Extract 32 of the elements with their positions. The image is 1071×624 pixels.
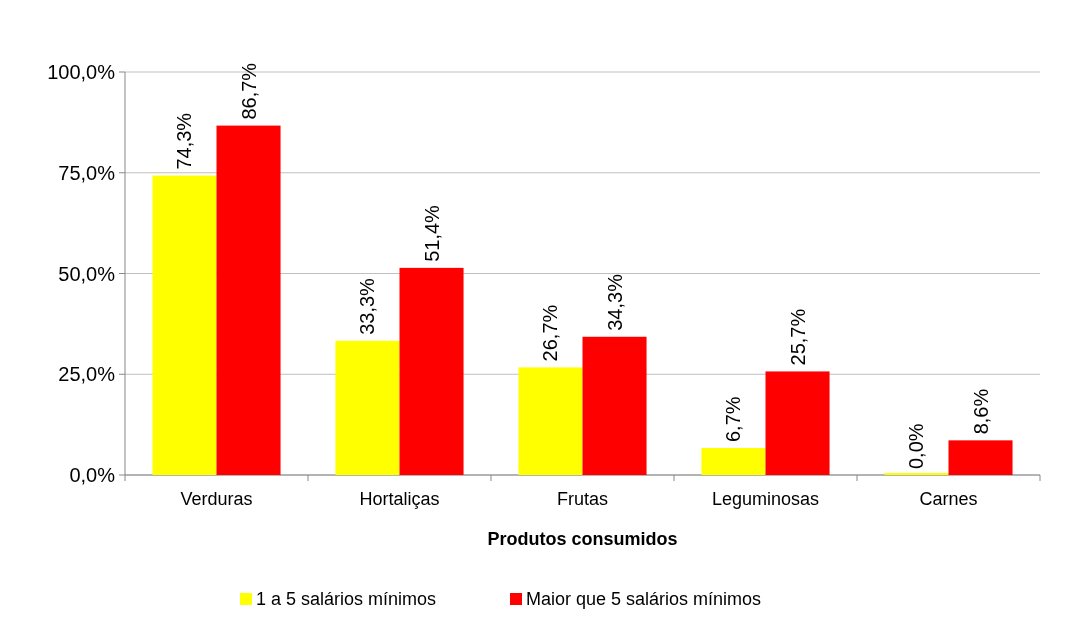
x-tick-label: Frutas <box>556 489 609 509</box>
bar <box>701 448 766 475</box>
bar <box>399 267 464 475</box>
y-tick-label: 75,0% <box>58 161 116 184</box>
data-label: 33,3% <box>356 277 379 335</box>
bar <box>335 340 400 475</box>
y-tick-label: 25,0% <box>58 363 116 386</box>
x-tick-label: Leguminosas <box>711 489 820 509</box>
x-axis-title: Produtos consumidos <box>487 529 678 549</box>
bar <box>582 336 647 475</box>
y-tick-label: 100,0% <box>47 61 116 83</box>
data-label: 51,4% <box>420 204 443 262</box>
bar <box>948 440 1013 475</box>
data-label: 34,3% <box>603 273 626 331</box>
x-tick-label: Hortaliças <box>359 489 440 509</box>
y-tick-label: 0,0% <box>69 464 116 486</box>
data-label: 0,0% <box>905 423 928 469</box>
y-tick-label: 50,0% <box>58 262 116 285</box>
data-label: 74,3% <box>173 112 196 170</box>
data-label: 6,7% <box>722 396 745 442</box>
bar <box>216 125 281 475</box>
data-label: 26,7% <box>539 304 562 362</box>
x-tick-label: Verduras <box>180 489 253 509</box>
data-label: 8,6% <box>969 388 992 435</box>
bar <box>152 175 217 475</box>
legend-label: 1 a 5 salários mínimos <box>256 589 437 609</box>
bar <box>518 367 583 475</box>
data-label: 25,7% <box>786 308 809 366</box>
data-label: 86,7% <box>237 62 260 120</box>
x-tick-label: Carnes <box>919 489 978 509</box>
legend-label: Maior que 5 salários mínimos <box>526 589 762 609</box>
bar <box>765 371 830 475</box>
